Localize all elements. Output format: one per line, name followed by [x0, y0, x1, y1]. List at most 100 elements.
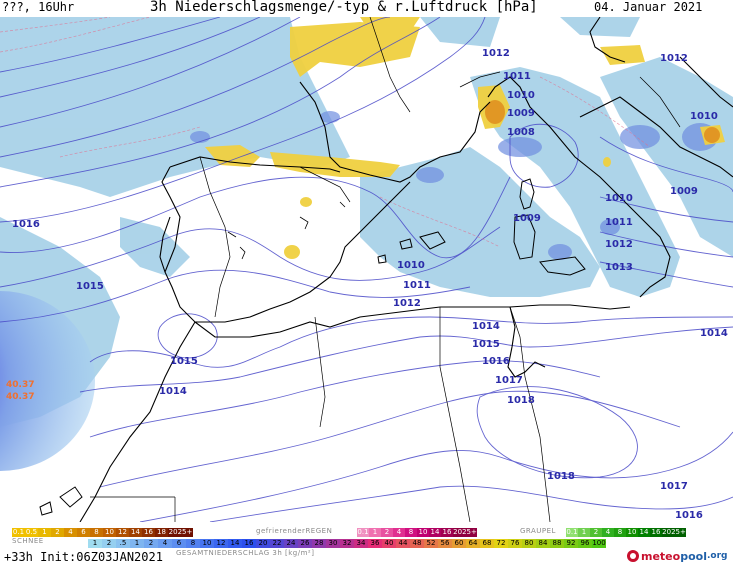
- pressure-label: 1011: [503, 71, 531, 82]
- logo-text-b: pool: [680, 549, 707, 563]
- total-scale-step: 26: [298, 539, 312, 548]
- total-scale-step: 8: [186, 539, 200, 548]
- total-scale-step: 64: [466, 539, 480, 548]
- freezing-scale-step: 14: [429, 528, 441, 537]
- total-scale-step: 40: [382, 539, 396, 548]
- rain-scale-step: 14: [129, 528, 142, 537]
- total-scale-step: 84: [536, 539, 550, 548]
- graupel-scale-step: 1: [578, 528, 590, 537]
- rain-scale-step: 2: [51, 528, 64, 537]
- total-scale-step: 1: [88, 539, 102, 548]
- map-header: ???, 16Uhr 3h Niederschlagsmenge/-typ & …: [0, 0, 733, 17]
- freezing-scale-step: 0.1: [357, 528, 369, 537]
- rain-patches: [205, 17, 725, 259]
- islands: [39, 178, 586, 516]
- total-scale-step: 36: [368, 539, 382, 548]
- total-scale-step: 44: [396, 539, 410, 548]
- pressure-label: 1011: [403, 280, 431, 291]
- pressure-label: 1012: [660, 53, 688, 64]
- graupel-scale-step: 2025+: [662, 528, 686, 537]
- pressure-label: 1014: [472, 321, 500, 332]
- pressure-label: 1018: [507, 395, 535, 406]
- total-scale-step: 72: [494, 539, 508, 548]
- total-scale-step: 28: [312, 539, 326, 548]
- total-precipitation-scale: 1 2.5 1 2 4 6 8 10 12 14 16 20 22 24 26 28 30 32 34 36 40 44 4…: [88, 539, 606, 548]
- total-precipitation-label: GESAMTNIEDERSCHLAG 3h [kg/m²]: [176, 549, 315, 557]
- rain-heavy-patches: [485, 100, 720, 143]
- pressure-label: 1015: [170, 356, 198, 367]
- graupel-label: GRAUPEL: [520, 527, 556, 535]
- map-title: 3h Niederschlagsmenge/-typ & r.Luftdruck…: [150, 0, 538, 15]
- total-scale-step: 92: [564, 539, 578, 548]
- graupel-scale-step: 0.1: [566, 528, 578, 537]
- pressure-label: 1010: [690, 111, 718, 122]
- graupel-scale-step: 10: [626, 528, 638, 537]
- valid-time-label: ???, 16Uhr: [2, 0, 75, 14]
- storm-value-label: 40.37: [6, 392, 34, 402]
- rain-scale-step: 0.5: [25, 528, 38, 537]
- valid-date-label: 04. Januar 2021: [594, 0, 703, 14]
- borders: [90, 17, 681, 522]
- total-scale-step: 22: [270, 539, 284, 548]
- rain-scale-step: 16: [142, 528, 155, 537]
- rain-scale-step: 2025+: [168, 528, 193, 537]
- pressure-label: 1009: [513, 213, 541, 224]
- pressure-label: 1012: [393, 298, 421, 309]
- rain-scale: 0.1 0.5 1 2 4 6 8 10 12 14 16 18 2025+: [12, 528, 193, 537]
- isobars: [0, 17, 733, 522]
- freezing-scale-step: 1: [369, 528, 381, 537]
- graupel-scale-step: 8: [614, 528, 626, 537]
- total-scale-step: 34: [354, 539, 368, 548]
- freezing-scale-step: 2: [381, 528, 393, 537]
- logo-text-a: meteo: [641, 549, 681, 563]
- pressure-label: 1017: [660, 481, 688, 492]
- total-scale-step: 6: [172, 539, 186, 548]
- weather-map: 1012 1012 1011 1010 1009 1008 1010 1009 …: [0, 17, 733, 522]
- rain-scale-step: 10: [103, 528, 116, 537]
- graupel-scale-step: 16: [650, 528, 662, 537]
- total-scale-step: 88: [550, 539, 564, 548]
- pressure-label: 1013: [605, 262, 633, 273]
- rain-scale-step: 6: [77, 528, 90, 537]
- pressure-label: 1014: [700, 328, 728, 339]
- total-scale-step: 2: [144, 539, 158, 548]
- map-canvas: 1012 1012 1011 1010 1009 1008 1010 1009 …: [0, 17, 733, 522]
- total-scale-step: 2: [102, 539, 116, 548]
- pressure-label: 1015: [76, 281, 104, 292]
- storm-cell: [0, 291, 95, 471]
- pressure-label: 1016: [675, 510, 703, 521]
- graupel-scale-step: 4: [602, 528, 614, 537]
- pressure-labels: 1012 1012 1011 1010 1009 1008 1010 1009 …: [12, 48, 728, 521]
- total-scale-step: 10: [200, 539, 214, 548]
- total-scale-step: 68: [480, 539, 494, 548]
- rain-scale-step: 8: [90, 528, 103, 537]
- freezing-scale-step: 10: [417, 528, 429, 537]
- storm-labels: 40.37 40.37: [6, 380, 34, 402]
- run-info: +33h Init:06Z03JAN2021: [4, 550, 163, 564]
- total-scale-step: 14: [228, 539, 242, 548]
- pressure-label: 1009: [670, 186, 698, 197]
- freezing-rain-scale: 0.1 1 2 4 8 10 14 16 2025+: [357, 528, 477, 537]
- total-scale-step: 96: [578, 539, 592, 548]
- total-scale-step: 16: [242, 539, 256, 548]
- dashed-lines: [0, 17, 651, 248]
- meteopool-logo[interactable]: meteo pool .org: [627, 547, 727, 565]
- graupel-scale-step: 14: [638, 528, 650, 537]
- total-scale-step: 12: [214, 539, 228, 548]
- forecast-hour: +33h: [4, 550, 33, 564]
- pressure-label: 1016: [482, 356, 510, 367]
- rain-scale-step: 18: [155, 528, 168, 537]
- inland-marks: [227, 201, 346, 260]
- rain-scale-step: 0.1: [12, 528, 25, 537]
- init-time: Init:06Z03JAN2021: [40, 550, 163, 564]
- rain-scale-step: 4: [64, 528, 77, 537]
- logo-icon: [627, 550, 639, 562]
- rain-scale-step: 1: [38, 528, 51, 537]
- total-scale-step: 48: [410, 539, 424, 548]
- storm-value-label: 40.37: [6, 380, 34, 390]
- pressure-label: 1012: [605, 239, 633, 250]
- pressure-label: 1014: [159, 386, 187, 397]
- total-scale-step: 80: [522, 539, 536, 548]
- total-scale-step: 20: [256, 539, 270, 548]
- pressure-label: 1008: [507, 127, 535, 138]
